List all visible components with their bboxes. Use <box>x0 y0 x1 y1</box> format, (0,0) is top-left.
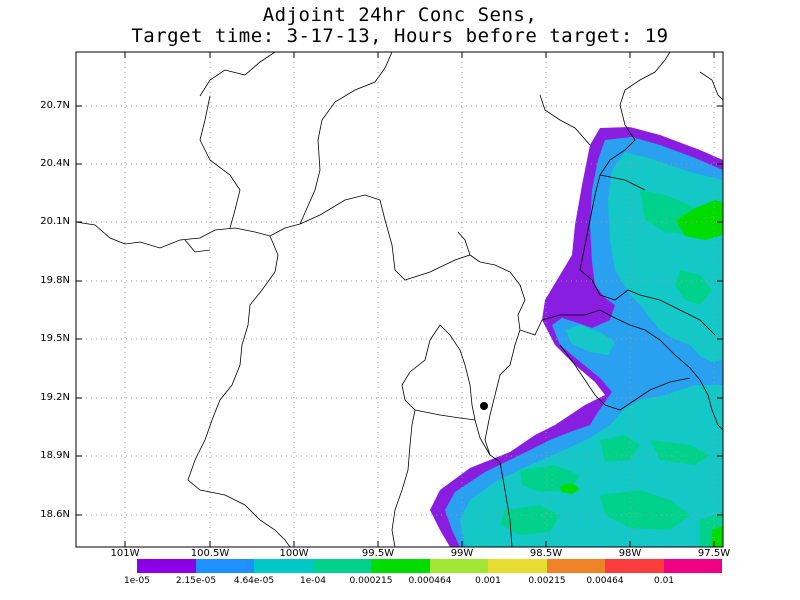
colorbar-swatch-8 <box>547 559 605 573</box>
colorbar-swatch-2 <box>196 559 254 573</box>
sensitivity-region-bright-green <box>560 483 580 494</box>
lat-label-20.7N: 20.7N <box>40 100 70 111</box>
colorbar-swatch-4 <box>313 559 371 573</box>
sensitivity-region-green <box>500 505 560 535</box>
colorbar-swatch-6 <box>430 559 488 573</box>
lon-label-100.5W: 100.5W <box>190 548 230 559</box>
sensitivity-region-bright-green <box>676 200 723 240</box>
lon-label-101W: 101W <box>110 548 140 559</box>
sensitivity-region-green <box>675 270 712 305</box>
colorbar-label: 0.000464 <box>408 576 452 586</box>
colorbar-label: 0.000215 <box>349 576 393 586</box>
colorbar-label: 4.64e-05 <box>233 576 275 586</box>
colorbar-label: 0.001 <box>475 576 501 586</box>
colorbar-swatch-5 <box>371 559 430 573</box>
lat-label-20.1N: 20.1N <box>40 216 70 227</box>
colorbar-swatch-7 <box>488 559 547 573</box>
colorbar-label: 0.00215 <box>528 576 566 586</box>
target-location-marker <box>480 402 488 410</box>
sensitivity-region-green <box>600 435 640 462</box>
lat-label-19.5N: 19.5N <box>40 333 70 344</box>
colorbar-swatch-10 <box>664 559 722 573</box>
lat-label-18.6N: 18.6N <box>40 509 70 520</box>
colorbar-swatch-9 <box>605 559 664 573</box>
lat-label-19.2N: 19.2N <box>40 392 70 403</box>
sensitivity-region-green <box>650 440 710 465</box>
sensitivity-region-bright-green <box>712 526 723 547</box>
colorbar-label: 0.01 <box>653 576 675 586</box>
plot-title-line1: Adjoint 24hr Conc Sens, <box>262 4 538 26</box>
lon-label-98.5W: 98.5W <box>529 548 563 559</box>
axis-ticks <box>76 52 723 547</box>
lat-label-19.8N: 19.8N <box>40 275 70 286</box>
colorbar-label: 0.00464 <box>586 576 624 586</box>
colorbar-swatch-3 <box>254 559 313 573</box>
lon-label-99.5W: 99.5W <box>361 548 395 559</box>
colorbar-swatch-1 <box>137 559 196 573</box>
sensitivity-region-cyan <box>565 325 615 355</box>
lon-label-98W: 98W <box>618 548 642 559</box>
lon-label-97.5W: 97.5W <box>697 548 731 559</box>
lat-label-20.4N: 20.4N <box>40 158 70 169</box>
colorbar-label: 1e-05 <box>124 576 150 586</box>
lon-label-99W: 99W <box>450 548 474 559</box>
plot-title-line2: Target time: 3-17-13, Hours before targe… <box>131 25 669 47</box>
lon-label-100W: 100W <box>279 548 309 559</box>
colorbar-label: 1e-04 <box>300 576 326 586</box>
plot-frame <box>75 51 724 548</box>
state-borders <box>76 52 723 547</box>
lat-label-18.9N: 18.9N <box>40 450 70 461</box>
sensitivity-region-green <box>600 490 690 530</box>
sensitivity-field <box>430 127 723 547</box>
colorbar-label: 2.15e-05 <box>175 576 217 586</box>
